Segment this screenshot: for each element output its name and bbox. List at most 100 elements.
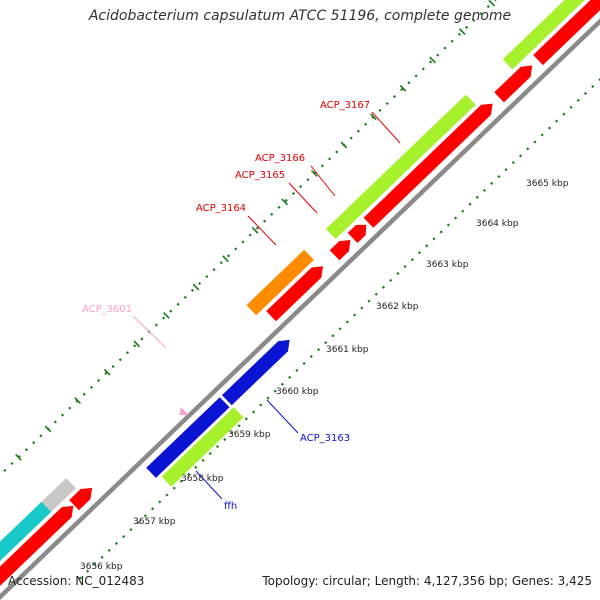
lower-tick-dot — [122, 534, 126, 539]
lower-tick-dot — [461, 209, 465, 213]
scale-label: 3665 kbp — [526, 179, 569, 189]
lower-tick-dot — [468, 202, 472, 206]
lower-tick-dot — [266, 396, 270, 400]
lower-tick-dot — [374, 292, 378, 296]
upper-tick-dot — [465, 25, 469, 29]
upper-tick-dot — [176, 302, 180, 306]
lower-tick-dot — [432, 237, 436, 241]
upper-tick-dot — [277, 205, 281, 209]
lower-tick-dot — [526, 147, 530, 151]
lower-tick-dot — [547, 126, 551, 130]
lower-tick-dot — [150, 507, 155, 511]
lower-tick-dot — [504, 168, 508, 172]
gene-label-leader — [310, 165, 336, 197]
lower-tick-dot — [223, 438, 227, 442]
upper-tick-dot — [291, 191, 295, 196]
lower-tick-dot — [143, 514, 147, 518]
upper-tick-dot — [407, 81, 411, 85]
gene-red — [69, 487, 93, 511]
gene-blue — [146, 397, 230, 478]
lower-tick-dot — [93, 562, 97, 566]
major-tick — [281, 198, 289, 206]
lower-tick-dot — [252, 410, 256, 414]
lower-tick-dot — [136, 521, 140, 525]
major-tick — [488, 0, 496, 7]
upper-tick-dot — [306, 178, 310, 182]
gene-orange — [246, 249, 314, 316]
gene-label-leader — [371, 111, 401, 144]
lower-tick-dot — [490, 181, 494, 186]
lower-tick-dot — [583, 91, 588, 96]
gene-red — [266, 266, 323, 322]
lower-tick-dot — [562, 112, 566, 116]
major-tick — [370, 113, 377, 121]
upper-tick-dot — [125, 351, 130, 355]
upper-tick-dot — [3, 468, 7, 472]
upper-tick-dot — [421, 67, 425, 71]
upper-tick-dot — [24, 448, 29, 452]
lower-tick-dot — [403, 264, 407, 269]
upper-tick-dot — [248, 233, 252, 237]
lower-tick-dot — [439, 230, 443, 234]
upper-tick-dot — [162, 316, 166, 320]
major-tick — [15, 453, 22, 461]
upper-tick-dot — [349, 136, 353, 140]
upper-tick-dot — [97, 378, 101, 382]
gene-red — [494, 65, 533, 103]
lower-tick-dot — [540, 133, 544, 137]
lower-tick-dot — [215, 444, 220, 449]
lower-tick-dot — [555, 119, 559, 123]
gene-red — [347, 224, 367, 243]
major-tick — [310, 170, 318, 177]
lower-tick-dot — [367, 299, 371, 303]
lower-tick-dot — [417, 251, 422, 255]
lower-tick-dot — [100, 555, 104, 559]
scale-label: 3658 kbp — [181, 474, 224, 484]
major-tick — [222, 255, 229, 263]
lower-tick-dot — [288, 375, 292, 379]
upper-tick-dot — [450, 39, 454, 43]
major-tick — [103, 368, 111, 376]
genome-summary-text: Topology: circular; Length: 4,127,356 bp… — [262, 574, 592, 588]
upper-tick-dot — [68, 406, 72, 410]
upper-tick-dot — [10, 461, 14, 466]
upper-tick-dot — [385, 101, 389, 106]
upper-tick-dot — [241, 240, 245, 244]
scale-label: 3663 kbp — [426, 260, 469, 270]
lower-tick-dot — [237, 424, 241, 428]
lower-tick-dot — [446, 223, 450, 227]
upper-tick-dot — [82, 392, 86, 396]
lower-tick-dot — [518, 154, 523, 158]
upper-tick-dot — [364, 122, 368, 126]
upper-tick-dot — [428, 60, 433, 64]
upper-tick-dot — [205, 275, 209, 279]
gene-label-leader — [266, 399, 299, 434]
gene-label: ACP_3166 — [255, 153, 305, 164]
upper-tick-dot — [400, 88, 404, 92]
gene-label-leader — [288, 182, 318, 214]
lower-tick-dot — [360, 306, 364, 310]
upper-tick-dot — [53, 420, 57, 424]
lower-tick-dot — [179, 479, 183, 483]
gene-blue — [222, 339, 290, 406]
lower-tick-dot — [309, 354, 313, 359]
upper-tick-dot — [299, 185, 303, 189]
scale-label: 3662 kbp — [376, 302, 419, 312]
gene-red — [533, 0, 600, 66]
gene-cyan — [0, 501, 52, 562]
major-tick — [133, 340, 141, 348]
major-tick — [458, 28, 466, 36]
upper-tick-dot — [255, 226, 259, 230]
lower-tick-dot — [425, 244, 429, 248]
gene-pink-marker — [179, 406, 189, 415]
lower-tick-dot — [381, 285, 386, 289]
lower-tick-dot — [273, 389, 277, 393]
lower-tick-dot — [172, 486, 176, 490]
upper-tick-dot — [284, 198, 288, 202]
lower-tick-dot — [338, 327, 342, 331]
lower-tick-dot — [475, 195, 479, 199]
scale-label: 3661 kbp — [326, 345, 369, 355]
gene-label-leader — [247, 215, 277, 246]
